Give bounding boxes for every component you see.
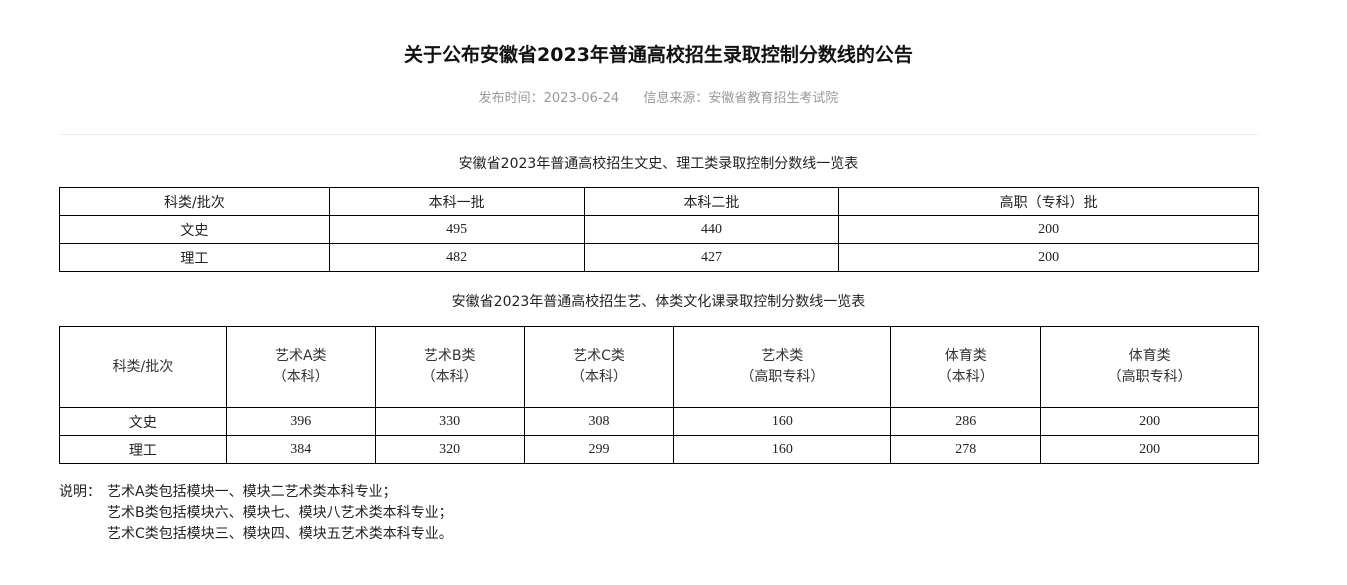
table-cell: 200 <box>838 243 1259 272</box>
header-cell: 体育类 （本科） <box>890 326 1042 408</box>
header-cell: 艺术A类 （本科） <box>225 326 376 408</box>
publish-date: 发布时间：2023-06-24 <box>478 91 620 106</box>
table-cell: 308 <box>523 407 675 436</box>
table-cell: 396 <box>225 407 376 436</box>
page-title: 关于公布安徽省2023年普通高校招生录取控制分数线的公告 <box>404 44 913 66</box>
header-cell: 体育类 （高职专科） <box>1040 326 1259 408</box>
table-cell: 160 <box>673 407 892 436</box>
table-cell: 384 <box>225 435 376 464</box>
header-cell: 艺术C类 （本科） <box>523 326 675 408</box>
header-cell: 科类/批次 <box>59 187 330 216</box>
header-cell: 高职（专科）批 <box>838 187 1259 216</box>
header-cell: 科类/批次 <box>59 326 227 408</box>
article-meta: 发布时间：2023-06-24 信息来源：安徽省教育招生考试院 <box>0 87 1317 106</box>
table-cell: 278 <box>890 435 1042 464</box>
table-row: 文史 495 440 200 <box>59 215 1259 244</box>
table-cell: 440 <box>583 215 840 244</box>
header-cell: 本科一批 <box>328 187 585 216</box>
table-cell: 320 <box>374 435 525 464</box>
row-label: 理工 <box>59 435 227 464</box>
info-source: 信息来源：安徽省教育招生考试院 <box>643 91 839 106</box>
table-cell: 160 <box>673 435 892 464</box>
notes: 说明： 艺术A类包括模块一、模块二艺术类本科专业； 艺术B类包括模块六、模块七、模… <box>59 482 453 545</box>
table-cell: 200 <box>1040 435 1259 464</box>
table-cell: 299 <box>523 435 675 464</box>
note-line: 艺术A类包括模块一、模块二艺术类本科专业； <box>107 484 397 500</box>
row-label: 理工 <box>59 243 330 272</box>
table-cell: 200 <box>838 215 1259 244</box>
table-cell: 495 <box>328 215 585 244</box>
table-row: 文史 396 330 308 160 286 200 <box>59 407 1259 436</box>
table1-caption: 安徽省2023年普通高校招生文史、理工类录取控制分数线一览表 <box>458 156 859 172</box>
row-label: 文史 <box>59 215 330 244</box>
table-cell: 427 <box>583 243 840 272</box>
table-cell: 200 <box>1040 407 1259 436</box>
score-table-arts-sports: 科类/批次 艺术A类 （本科） 艺术B类 （本科） 艺术C类 （本科） 艺术类 （高职专… <box>59 326 1259 464</box>
table-cell: 286 <box>890 407 1042 436</box>
score-table-general: 科类/批次 本科一批 本科二批 高职（专科）批 文史 495 440 200 理… <box>59 187 1259 272</box>
table-row: 理工 384 320 299 160 278 200 <box>59 435 1259 464</box>
table-header-row: 科类/批次 艺术A类 （本科） 艺术B类 （本科） 艺术C类 （本科） 艺术类 （高职专… <box>59 326 1259 408</box>
divider <box>59 134 1258 135</box>
note-line: 艺术C类包括模块三、模块四、模块五艺术类本科专业。 <box>107 526 453 542</box>
row-label: 文史 <box>59 407 227 436</box>
notes-label: 说明： <box>59 484 101 500</box>
table-cell: 482 <box>328 243 585 272</box>
header-cell: 艺术类 （高职专科） <box>673 326 892 408</box>
table-cell: 330 <box>374 407 525 436</box>
header-cell: 艺术B类 （本科） <box>374 326 525 408</box>
note-line: 艺术B类包括模块六、模块七、模块八艺术类本科专业； <box>107 505 453 521</box>
header-cell: 本科二批 <box>583 187 840 216</box>
table-header-row: 科类/批次 本科一批 本科二批 高职（专科）批 <box>59 187 1259 216</box>
table2-caption: 安徽省2023年普通高校招生艺、体类文化课录取控制分数线一览表 <box>451 294 866 310</box>
table-row: 理工 482 427 200 <box>59 243 1259 272</box>
